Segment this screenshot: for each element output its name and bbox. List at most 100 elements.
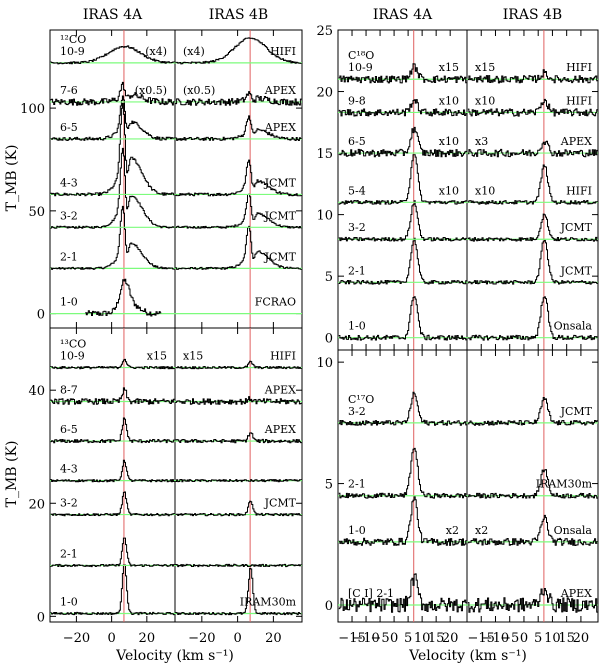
xtick-label-13co-1-0: −20 <box>188 631 215 646</box>
factor-b-c17o-1: x2 <box>475 524 488 537</box>
transition-label-13co-6: 10-9 <box>60 350 85 363</box>
spectrum-13co-1-0 <box>50 537 175 568</box>
factor-a-12co-6: (x4) <box>145 45 167 58</box>
xtick-label-c17o-0-4: 5 <box>404 631 412 646</box>
spectrum-c18o-6-0 <box>338 63 467 84</box>
telescope-12co-6: HIFI <box>270 45 296 58</box>
transition-label-13co-1: 2-1 <box>60 547 78 560</box>
xtick-label-13co-1-1: 0 <box>233 631 241 646</box>
xtick-label-c17o-1-1: −10 <box>482 631 509 646</box>
spectrum-13co-5-0 <box>50 387 175 405</box>
spectrum-13co-2-0 <box>50 491 175 517</box>
transition-label-c18o-2: 3-2 <box>348 221 366 234</box>
spectrum-c17o-1-1 <box>467 514 598 546</box>
telescope-c18o-2: JCMT <box>560 221 593 234</box>
spectrum-12co-0-0 <box>85 278 162 317</box>
ytick-label-13co-1: 20 <box>28 497 45 512</box>
ytick-label-c18o-3: 15 <box>316 147 333 162</box>
spectrum-13co-3-0 <box>50 459 175 483</box>
xtick-label-13co-0-2: 20 <box>139 631 156 646</box>
spectrum-12co-6-0 <box>50 45 175 65</box>
transition-label-c18o-6: 10-9 <box>348 61 373 74</box>
ytick-label-c18o-1: 5 <box>325 270 333 285</box>
spectrum-c18o-0-1 <box>467 296 598 341</box>
spectrum-c17o-3-0 <box>338 391 467 426</box>
spectrum-12co-4-0 <box>50 95 175 141</box>
xtick-label-c17o-1-2: −5 <box>500 631 519 646</box>
xtick-label-c17o-0-0: −15 <box>338 631 365 646</box>
spectrum-12co-2-1 <box>175 193 302 229</box>
factor-b-c18o-4: x3 <box>475 135 488 148</box>
source-title-12co-0: IRAS 4A <box>83 7 143 23</box>
xtick-label-c17o-1-0: −15 <box>468 631 495 646</box>
transition-label-13co-4: 6-5 <box>60 423 78 436</box>
spectrum-c17o-1-0 <box>338 496 467 546</box>
xtick-label-13co-1-2: 20 <box>265 631 282 646</box>
transition-label-c18o-4: 6-5 <box>348 135 366 148</box>
spectrum-c17o-0-0 <box>338 573 467 613</box>
factor-a-c18o-4: x10 <box>439 135 459 148</box>
xtick-label-c17o-1-3: 0 <box>520 631 528 646</box>
telescope-c18o-3: HIFI <box>566 184 592 197</box>
telescope-12co-1: JCMT <box>264 250 297 263</box>
transition-label-c17o-0: [C I] 2-1 <box>348 587 394 600</box>
spectrum-c18o-2-1 <box>467 213 598 242</box>
spectrum-12co-3-1 <box>175 159 302 197</box>
telescope-c17o-0: APEX <box>560 587 592 600</box>
ytick-label-c18o-4: 20 <box>316 86 333 101</box>
species-label-c18o: C¹⁸O <box>348 49 374 62</box>
xtick-label-c17o-0-5: 10 <box>414 631 431 646</box>
spectrum-13co-6-1 <box>175 360 302 370</box>
panel-frame-13co-1 <box>174 327 303 623</box>
transition-label-c17o-2: 2-1 <box>348 478 366 491</box>
telescope-c17o-2: IRAM30m <box>536 478 593 491</box>
telescope-c18o-1: JCMT <box>560 264 593 277</box>
factor-b-c18o-5: x10 <box>475 94 495 107</box>
spectrum-13co-5-1 <box>175 396 302 405</box>
telescope-13co-4: APEX <box>264 423 296 436</box>
factor-b-c18o-6: x15 <box>475 61 495 74</box>
xtick-label-c17o-0-6: 15 <box>428 631 445 646</box>
transition-label-13co-2: 3-2 <box>60 497 78 510</box>
spectrum-13co-4-0 <box>50 417 175 444</box>
spectrum-13co-0-1 <box>175 568 302 616</box>
factor-a-c18o-5: x10 <box>439 94 459 107</box>
spectrum-12co-6-1 <box>175 37 302 65</box>
ytick-label-c17o-1: 5 <box>325 478 333 493</box>
transition-label-12co-2: 3-2 <box>60 209 78 222</box>
spectrum-13co-0-0 <box>50 564 175 616</box>
telescope-12co-3: JCMT <box>264 176 297 189</box>
ytick-label-13co-2: 40 <box>28 384 45 399</box>
transition-label-12co-4: 6-5 <box>60 121 78 134</box>
ytick-label-12co-1: 50 <box>28 205 45 220</box>
xtick-label-c17o-1-6: 15 <box>558 631 575 646</box>
telescope-13co-0: IRAM30m <box>240 596 297 609</box>
spectrum-c17o-2-1 <box>467 469 598 499</box>
spectrum-c18o-1-0 <box>338 237 467 285</box>
spectrum-12co-5-1 <box>175 91 302 106</box>
factor-a-c18o-6: x15 <box>439 61 459 74</box>
telescope-13co-5: APEX <box>264 384 296 397</box>
xtick-label-c17o-0-7: 20 <box>442 631 459 646</box>
factor-a-c18o-3: x10 <box>439 184 459 197</box>
spectrum-c18o-5-1 <box>467 98 598 117</box>
source-title-c18o-0: IRAS 4A <box>373 7 433 23</box>
spectrum-c18o-3-0 <box>338 154 467 205</box>
panel-frame-c17o-1 <box>466 349 599 623</box>
ylabel-12co: T_MB (K) <box>4 145 20 212</box>
spectrum-c18o-5-0 <box>338 99 467 117</box>
xtick-label-c17o-0-3: 0 <box>390 631 398 646</box>
spectrum-13co-3-1 <box>175 479 302 483</box>
spectrum-12co-1-0 <box>50 205 175 270</box>
telescope-c18o-5: HIFI <box>566 94 592 107</box>
spectrum-c17o-2-0 <box>338 447 467 499</box>
spectrum-12co-4-1 <box>175 115 302 141</box>
ytick-label-12co-0: 0 <box>37 308 45 323</box>
ylabel-13co: T_MB (K) <box>4 441 20 508</box>
spectrum-13co-4-1 <box>175 432 302 444</box>
xtick-label-13co-0-1: 0 <box>107 631 115 646</box>
spectrum-12co-5-0 <box>50 81 175 106</box>
factor-a-12co-5: (x0.5) <box>135 84 167 97</box>
spectrum-13co-2-1 <box>175 500 302 517</box>
telescope-13co-6: HIFI <box>270 350 296 363</box>
